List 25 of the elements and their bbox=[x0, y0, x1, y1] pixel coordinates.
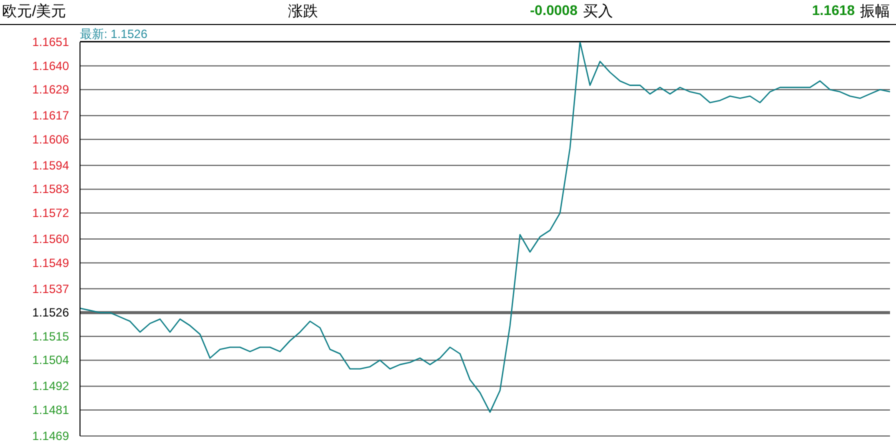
y-tick-label: 1.1504 bbox=[32, 353, 70, 368]
text: 最新: 1.1526 bbox=[80, 26, 148, 43]
y-tick-label: 1.1651 bbox=[32, 35, 70, 49]
y-tick-label: 1.1549 bbox=[32, 256, 70, 270]
y-tick-label: 1.1583 bbox=[32, 182, 70, 196]
y-tick-label: 1.1594 bbox=[32, 158, 70, 172]
y-tick-label: 1.1617 bbox=[32, 108, 70, 123]
y-tick-label: 1.1492 bbox=[32, 379, 70, 394]
y-tick-label: 1.1537 bbox=[32, 282, 70, 296]
text: -0.0008 bbox=[530, 2, 578, 18]
y-tick-label: 1.1606 bbox=[32, 132, 70, 146]
y-tick-label: 1.1481 bbox=[32, 403, 70, 418]
text: 涨跌 bbox=[288, 2, 318, 21]
line-series bbox=[79, 42, 891, 413]
y-tick-label: 1.1560 bbox=[32, 232, 70, 246]
text: 振幅 bbox=[860, 2, 890, 21]
y-tick-label: 1.1526 bbox=[32, 306, 70, 320]
text: 1.1618 bbox=[812, 2, 855, 18]
y-tick-label: 1.1572 bbox=[32, 206, 70, 220]
chart-title: 欧元/美元 bbox=[2, 2, 66, 21]
y-tick-label: 1.1629 bbox=[32, 82, 70, 97]
y-tick-label: 1.1515 bbox=[32, 329, 70, 344]
y-tick-label: 1.1469 bbox=[32, 429, 70, 443]
y-tick-label: 1.1640 bbox=[32, 58, 70, 73]
text: 买入 bbox=[583, 2, 613, 21]
